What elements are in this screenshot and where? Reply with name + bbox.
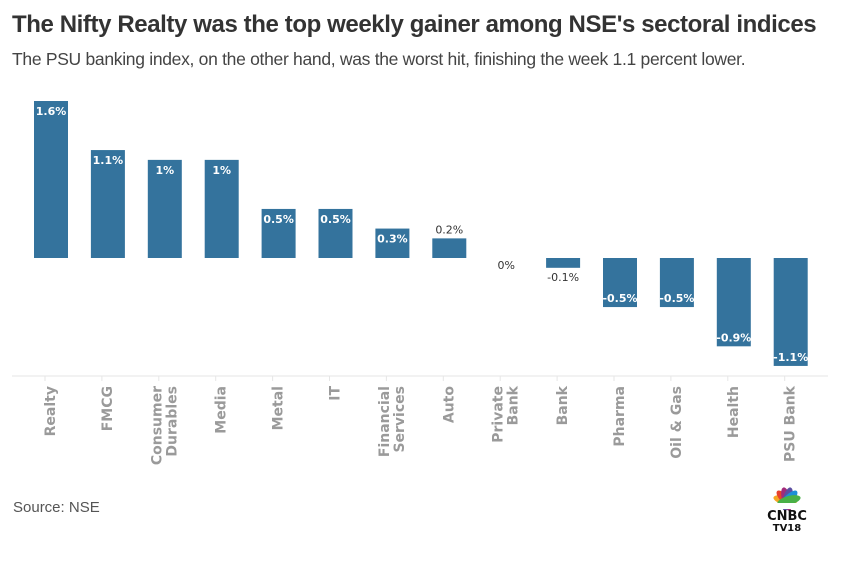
data-label: 1.1% — [93, 154, 124, 167]
x-tick-label: IT — [328, 386, 344, 401]
x-tick-label: Oil & Gas — [669, 386, 685, 459]
x-tick-label: PSU Bank — [783, 385, 799, 462]
x-tick-label-line: Financial — [377, 386, 393, 457]
bar-psu-bank — [773, 258, 808, 366]
peacock-icon — [770, 487, 804, 511]
data-label: -1.1% — [773, 351, 808, 364]
data-label: 0% — [497, 259, 514, 272]
data-label: 1% — [212, 164, 231, 177]
chart-title: The Nifty Realty was the top weekly gain… — [12, 11, 817, 38]
bar-it — [318, 208, 353, 258]
x-tick-label: FMCG — [100, 386, 116, 431]
data-label: -0.5% — [602, 292, 637, 305]
x-tick-label-line: Durables — [164, 386, 180, 457]
x-tick-label: Private Bank — [491, 385, 522, 442]
data-label: 1.6% — [36, 105, 67, 118]
x-tick-label-line: Pharma — [612, 386, 628, 447]
x-tick-label-line: Oil & Gas — [669, 386, 685, 459]
x-tick-label-line: Consumer — [149, 386, 165, 465]
bar-bank — [546, 258, 581, 268]
bar-fmcg — [90, 150, 125, 258]
x-tick-label-line: Health — [726, 386, 742, 438]
data-label: 0.3% — [377, 233, 408, 246]
data-label: 0.5% — [320, 213, 351, 226]
data-label: -0.9% — [716, 331, 751, 344]
x-tick-label-line: Private — [491, 386, 507, 443]
bar-health — [716, 258, 751, 347]
x-tick-label-line: Media — [214, 386, 230, 434]
x-tick-label: Bank — [555, 385, 571, 425]
data-label: -0.1% — [547, 271, 579, 284]
x-tick-label: Metal — [271, 386, 287, 430]
x-tick-label: Realty — [43, 386, 59, 436]
x-tick-label: Auto — [441, 386, 457, 423]
data-label: 0.2% — [435, 223, 463, 236]
x-tick-label: Consumer Durables — [149, 386, 180, 465]
bar-financial-services — [375, 228, 410, 258]
cnbc-tv18-logo: CNBC TV18 — [767, 487, 807, 534]
bar-consumer-durables — [147, 159, 182, 258]
x-tick-label: Media — [214, 386, 230, 434]
x-tick-label-line: Realty — [43, 386, 59, 436]
x-tick-label: Financial Services — [377, 386, 408, 457]
data-labels-group: 1.6% 1.1% 1% 1% 0.5% 0.5% 0.3% 0.2% 0% -0.1% -0.5%… — [36, 105, 808, 364]
x-tick-label-line: FMCG — [100, 386, 116, 431]
bar-auto — [432, 238, 467, 258]
x-tick-label-line: Services — [392, 386, 408, 453]
bar-pharma — [603, 258, 637, 308]
x-tick-label-line: Metal — [271, 386, 287, 430]
data-label: 1% — [155, 164, 174, 177]
data-label: 0.5% — [263, 213, 294, 226]
x-tick-label: Pharma — [612, 386, 628, 447]
logo-cnbc-text: CNBC — [767, 509, 807, 524]
x-tick-label: Health — [726, 386, 742, 438]
x-tick-label-line: IT — [328, 386, 344, 401]
logo-tv18-text: TV18 — [773, 523, 802, 534]
x-tick-label-line: PSU Bank — [783, 385, 799, 462]
bar-oil-gas — [659, 258, 694, 308]
x-tick-label-line: Auto — [441, 386, 457, 423]
bar-media — [204, 159, 239, 258]
x-tick-label-line: Bank — [555, 385, 571, 425]
bar-metal — [261, 208, 296, 258]
x-axis-tick-labels: Realty FMCG Consumer Durables Media Metal IT Fi… — [43, 385, 799, 465]
bars-group — [34, 101, 808, 366]
x-axis-ticks — [44, 376, 786, 381]
source-note: Source: NSE — [13, 499, 100, 516]
bar-realty — [34, 101, 68, 258]
chart-subtitle: The PSU banking index, on the other hand… — [12, 49, 746, 69]
x-tick-label-line: Bank — [506, 385, 522, 425]
data-label: -0.5% — [659, 292, 694, 305]
